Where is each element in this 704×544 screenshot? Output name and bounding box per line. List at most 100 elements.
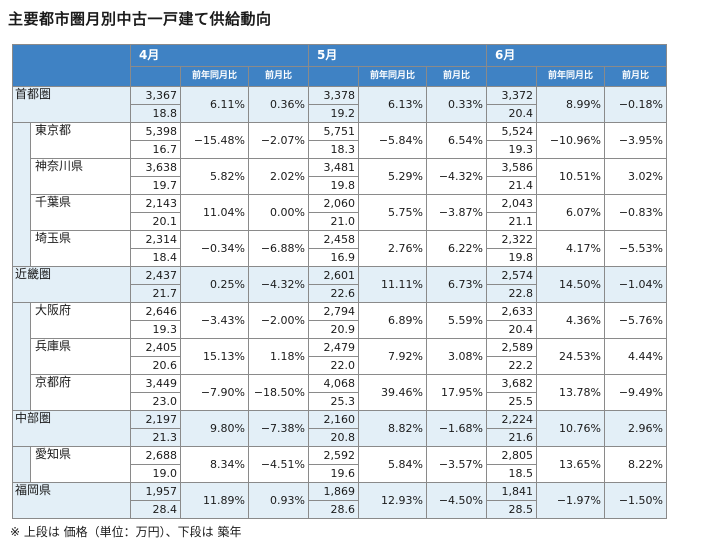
- yoy-cell: 9.80%: [180, 410, 249, 447]
- price-cell: 2,314: [130, 230, 181, 249]
- age-cell: 21.1: [486, 212, 537, 231]
- table-row: 28.4 28.6 28.5: [13, 500, 667, 519]
- age-cell: 25.5: [486, 392, 537, 411]
- price-cell: 2,224: [486, 410, 537, 429]
- mom-cell: −2.07%: [248, 122, 309, 159]
- mom-cell: −5.53%: [604, 230, 667, 267]
- table-row: 近畿圏 2,437 0.25% −4.32% 2,601 11.11% 6.73% 2,574…: [12, 266, 667, 303]
- age-cell: 19.8: [308, 176, 359, 195]
- supply-trend-table: 4月 5月 6月 前年同月比 前月比 前年同月比 前月比 前年同月比 前月比 首…: [12, 44, 667, 519]
- table-row: 21.7 22.6 22.8: [13, 284, 667, 303]
- mom-cell: 0.00%: [248, 194, 309, 231]
- mom-cell: −9.49%: [604, 374, 667, 411]
- price-cell: 3,682: [486, 374, 537, 393]
- age-cell: 19.2: [308, 104, 359, 123]
- age-cell: 22.2: [486, 356, 537, 375]
- yoy-cell: 5.29%: [358, 158, 427, 195]
- indent-spacer: [12, 374, 31, 411]
- yoy-cell: −5.84%: [358, 122, 427, 159]
- age-cell: 16.9: [308, 248, 359, 267]
- age-cell: 19.3: [130, 320, 181, 339]
- yoy-cell: 10.76%: [536, 410, 605, 447]
- age-cell: 19.7: [130, 176, 181, 195]
- yoy-cell: −3.43%: [180, 302, 249, 339]
- mom-subheader: 前月比: [248, 66, 309, 87]
- prefecture-name: 京都府: [30, 374, 131, 411]
- region-name: 中部圏: [12, 410, 131, 447]
- header-corner: [12, 44, 131, 87]
- age-cell: 20.4: [486, 320, 537, 339]
- indent-spacer: [12, 122, 31, 159]
- mom-cell: −3.87%: [426, 194, 487, 231]
- mom-cell: −3.57%: [426, 446, 487, 483]
- mom-cell: 6.73%: [426, 266, 487, 303]
- table-body: 首都圏 3,367 6.11% 0.36% 3,378 6.13% 0.33% 3,372 8.…: [12, 86, 667, 519]
- price-cell: 2,322: [486, 230, 537, 249]
- indent-spacer: [12, 338, 31, 375]
- yoy-cell: 7.92%: [358, 338, 427, 375]
- price-cell: 3,586: [486, 158, 537, 177]
- prefecture-name: 埼玉県: [30, 230, 131, 267]
- age-cell: 19.8: [486, 248, 537, 267]
- price-cell: 2,060: [308, 194, 359, 213]
- indent-spacer: [12, 446, 31, 483]
- prefecture-name: 神奈川県: [30, 158, 131, 195]
- age-cell: 28.4: [130, 500, 181, 519]
- month-header-apr: 4月: [130, 44, 309, 67]
- price-cell: 3,638: [130, 158, 181, 177]
- price-cell: 1,841: [486, 482, 537, 501]
- mom-cell: 2.02%: [248, 158, 309, 195]
- region-name: 福岡県: [12, 482, 131, 519]
- yoy-cell: 5.82%: [180, 158, 249, 195]
- price-cell: 2,688: [130, 446, 181, 465]
- indent-spacer: [12, 158, 31, 195]
- prefecture-name: 東京都: [30, 122, 131, 159]
- mom-cell: −4.32%: [426, 158, 487, 195]
- age-cell: 19.3: [486, 140, 537, 159]
- price-cell: 2,805: [486, 446, 537, 465]
- price-cell: 2,794: [308, 302, 359, 321]
- price-subheader: [308, 66, 359, 87]
- price-cell: 2,574: [486, 266, 537, 285]
- mom-cell: 8.22%: [604, 446, 667, 483]
- prefecture-name: 愛知県: [30, 446, 131, 483]
- table-row: 京都府 3,449 −7.90% −18.50% 4,068 39.46% 17.95% 3,…: [12, 374, 667, 411]
- table-row: 20.1 21.0 21.1: [13, 212, 667, 231]
- yoy-subheader: 前年同月比: [358, 66, 427, 87]
- age-cell: 23.0: [130, 392, 181, 411]
- age-cell: 20.9: [308, 320, 359, 339]
- mom-cell: 0.33%: [426, 86, 487, 123]
- price-cell: 1,957: [130, 482, 181, 501]
- mom-cell: −1.50%: [604, 482, 667, 519]
- age-cell: 28.6: [308, 500, 359, 519]
- yoy-cell: 8.99%: [536, 86, 605, 123]
- yoy-cell: 8.34%: [180, 446, 249, 483]
- age-cell: 18.4: [130, 248, 181, 267]
- price-cell: 3,449: [130, 374, 181, 393]
- price-cell: 5,524: [486, 122, 537, 141]
- price-cell: 2,589: [486, 338, 537, 357]
- price-cell: 2,458: [308, 230, 359, 249]
- price-cell: 3,372: [486, 86, 537, 105]
- yoy-cell: 5.75%: [358, 194, 427, 231]
- table-row: 愛知県 2,688 8.34% −4.51% 2,592 5.84% −3.57% 2,805…: [12, 446, 667, 483]
- yoy-cell: 0.25%: [180, 266, 249, 303]
- price-cell: 2,601: [308, 266, 359, 285]
- yoy-cell: 6.11%: [180, 86, 249, 123]
- mom-cell: −7.38%: [248, 410, 309, 447]
- yoy-cell: 15.13%: [180, 338, 249, 375]
- age-cell: 18.8: [130, 104, 181, 123]
- price-cell: 5,398: [130, 122, 181, 141]
- price-cell: 3,481: [308, 158, 359, 177]
- yoy-cell: 2.76%: [358, 230, 427, 267]
- mom-cell: 5.59%: [426, 302, 487, 339]
- mom-cell: 0.93%: [248, 482, 309, 519]
- mom-cell: −0.83%: [604, 194, 667, 231]
- mom-cell: −0.18%: [604, 86, 667, 123]
- yoy-cell: 39.46%: [358, 374, 427, 411]
- price-cell: 2,437: [130, 266, 181, 285]
- yoy-cell: 10.51%: [536, 158, 605, 195]
- table-row: 18.4 16.9 19.8: [13, 248, 667, 267]
- table-row: 20.6 22.0 22.2: [13, 356, 667, 375]
- age-cell: 21.4: [486, 176, 537, 195]
